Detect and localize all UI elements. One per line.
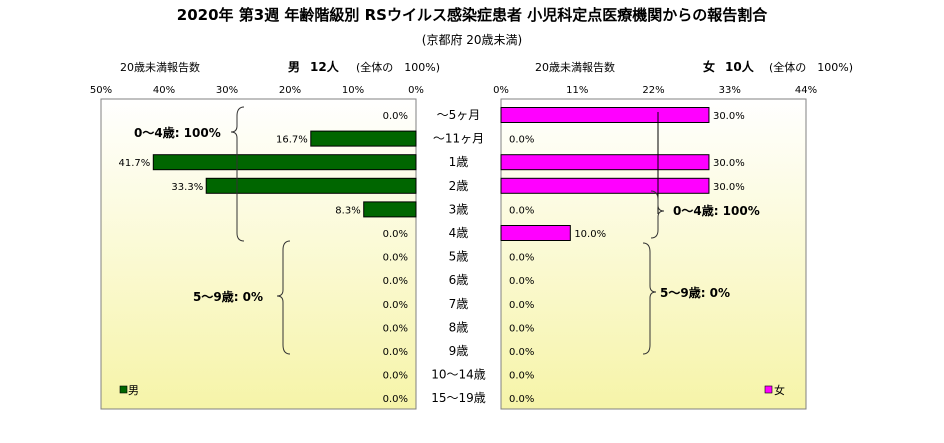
category-label: 1歳 bbox=[449, 155, 469, 169]
left-count-note: 20歳未満報告数 bbox=[120, 61, 200, 74]
male-value-label: 0.0% bbox=[383, 300, 408, 311]
left-brace-label-5-9: 5～9歳: 0% bbox=[193, 289, 263, 304]
male-value-label: 8.3% bbox=[335, 205, 360, 216]
left-brace-5-9 bbox=[276, 240, 291, 355]
male-value-labels: 0.0% 16.7% 41.7% 33.3% 8.3% 0.0% 0.0% 0.0% 0.0% 0… bbox=[119, 111, 408, 405]
category-label: 7歳 bbox=[449, 297, 469, 311]
male-bar bbox=[363, 201, 417, 218]
female-value-label: 30.0% bbox=[713, 182, 745, 193]
category-label: 6歳 bbox=[449, 273, 469, 287]
male-value-label: 0.0% bbox=[383, 253, 408, 264]
category-label: 15～19歳 bbox=[431, 391, 486, 405]
left-count: 12人 bbox=[310, 59, 340, 74]
left-plot-area bbox=[100, 98, 417, 410]
right-brace-0-4 bbox=[650, 190, 665, 239]
category-label: ～5ヶ月 bbox=[437, 108, 481, 122]
male-value-label: 16.7% bbox=[276, 135, 308, 146]
male-axis-tick: 50% bbox=[90, 85, 112, 96]
right-brace-5-9 bbox=[642, 242, 657, 355]
female-value-label: 10.0% bbox=[574, 229, 606, 240]
female-value-label: 30.0% bbox=[713, 158, 745, 169]
female-value-label: 0.0% bbox=[509, 205, 534, 216]
male-bar bbox=[152, 154, 417, 171]
male-axis-tick: 0% bbox=[408, 85, 424, 96]
female-axis-tick: 33% bbox=[719, 85, 741, 96]
male-bars bbox=[152, 130, 417, 218]
male-axis-tick: 10% bbox=[342, 85, 364, 96]
right-plot-area bbox=[500, 98, 807, 410]
female-value-label: 0.0% bbox=[509, 394, 534, 405]
left-brace-0-4 bbox=[230, 106, 245, 242]
male-bar bbox=[310, 130, 417, 147]
category-label: ～11ヶ月 bbox=[433, 132, 484, 146]
left-brace-label-0-4: 0～4歳: 100% bbox=[134, 125, 221, 140]
male-legend-label: 男 bbox=[128, 384, 139, 397]
category-label: 2歳 bbox=[449, 179, 469, 193]
female-axis-tick: 11% bbox=[566, 85, 588, 96]
female-value-label: 0.0% bbox=[509, 371, 534, 382]
female-bar bbox=[500, 225, 571, 241]
female-value-label: 0.0% bbox=[509, 323, 534, 334]
male-value-label: 41.7% bbox=[119, 158, 151, 169]
male-value-label: 0.0% bbox=[383, 394, 408, 405]
right-axis-ticks: 0% 11% 22% 33% 44% bbox=[493, 85, 817, 96]
female-axis-tick: 22% bbox=[642, 85, 664, 96]
female-bar bbox=[500, 154, 710, 171]
male-value-label: 0.0% bbox=[383, 276, 408, 287]
category-labels: ～5ヶ月 ～11ヶ月 1歳 2歳 3歳 4歳 5歳 6歳 7歳 8歳 9歳 10～14歳 15～19歳 bbox=[431, 108, 486, 405]
left-total-note: (全体の 100%) bbox=[356, 60, 440, 74]
category-label: 9歳 bbox=[449, 344, 469, 358]
male-value-label: 0.0% bbox=[383, 323, 408, 334]
left-axis-ticks: 50% 40% 30% 20% 10% 0% bbox=[90, 85, 424, 96]
right-sex-label: 女 bbox=[703, 59, 715, 74]
female-axis-tick: 44% bbox=[795, 85, 817, 96]
female-legend-swatch bbox=[764, 385, 773, 394]
female-bar bbox=[500, 107, 710, 123]
male-value-label: 33.3% bbox=[171, 182, 203, 193]
category-label: 5歳 bbox=[449, 250, 469, 264]
right-count: 10人 bbox=[725, 59, 755, 74]
right-brace-label-0-4: 0～4歳: 100% bbox=[673, 203, 760, 218]
right-count-note: 20歳未満報告数 bbox=[535, 61, 615, 74]
category-label: 8歳 bbox=[449, 320, 469, 334]
male-value-label: 0.0% bbox=[383, 371, 408, 382]
female-bars bbox=[500, 107, 710, 241]
female-value-label: 0.0% bbox=[509, 276, 534, 287]
left-sex-label: 男 bbox=[288, 60, 300, 74]
male-value-label: 0.0% bbox=[383, 229, 408, 240]
female-value-label: 0.0% bbox=[509, 135, 534, 146]
category-label: 4歳 bbox=[449, 226, 469, 240]
female-value-label: 0.0% bbox=[509, 300, 534, 311]
female-value-label: 0.0% bbox=[509, 253, 534, 264]
female-bar bbox=[500, 177, 710, 194]
chart-subtitle: (京都府 20歳未満) bbox=[422, 32, 522, 47]
female-axis-tick: 0% bbox=[493, 85, 509, 96]
female-legend-label: 女 bbox=[774, 383, 785, 397]
male-bar bbox=[205, 177, 417, 194]
male-value-label: 0.0% bbox=[383, 111, 408, 122]
right-brace-label-5-9: 5～9歳: 0% bbox=[660, 285, 730, 300]
right-total-note: (全体の 100%) bbox=[769, 60, 853, 74]
female-value-labels: 30.0% 0.0% 30.0% 30.0% 0.0% 10.0% 0.0% 0.0% 0.0%… bbox=[509, 111, 745, 405]
female-value-label: 0.0% bbox=[509, 347, 534, 358]
male-axis-tick: 40% bbox=[153, 85, 175, 96]
chart-title: 2020年 第3週 年齢階級別 RSウイルス感染症患者 小児科定点医療機関からの… bbox=[177, 6, 768, 24]
female-value-label: 30.0% bbox=[713, 111, 745, 122]
male-axis-tick: 30% bbox=[216, 85, 238, 96]
male-axis-tick: 20% bbox=[279, 85, 301, 96]
category-label: 10～14歳 bbox=[431, 368, 486, 382]
male-legend-swatch bbox=[119, 385, 128, 394]
category-label: 3歳 bbox=[449, 202, 469, 216]
male-value-label: 0.0% bbox=[383, 347, 408, 358]
